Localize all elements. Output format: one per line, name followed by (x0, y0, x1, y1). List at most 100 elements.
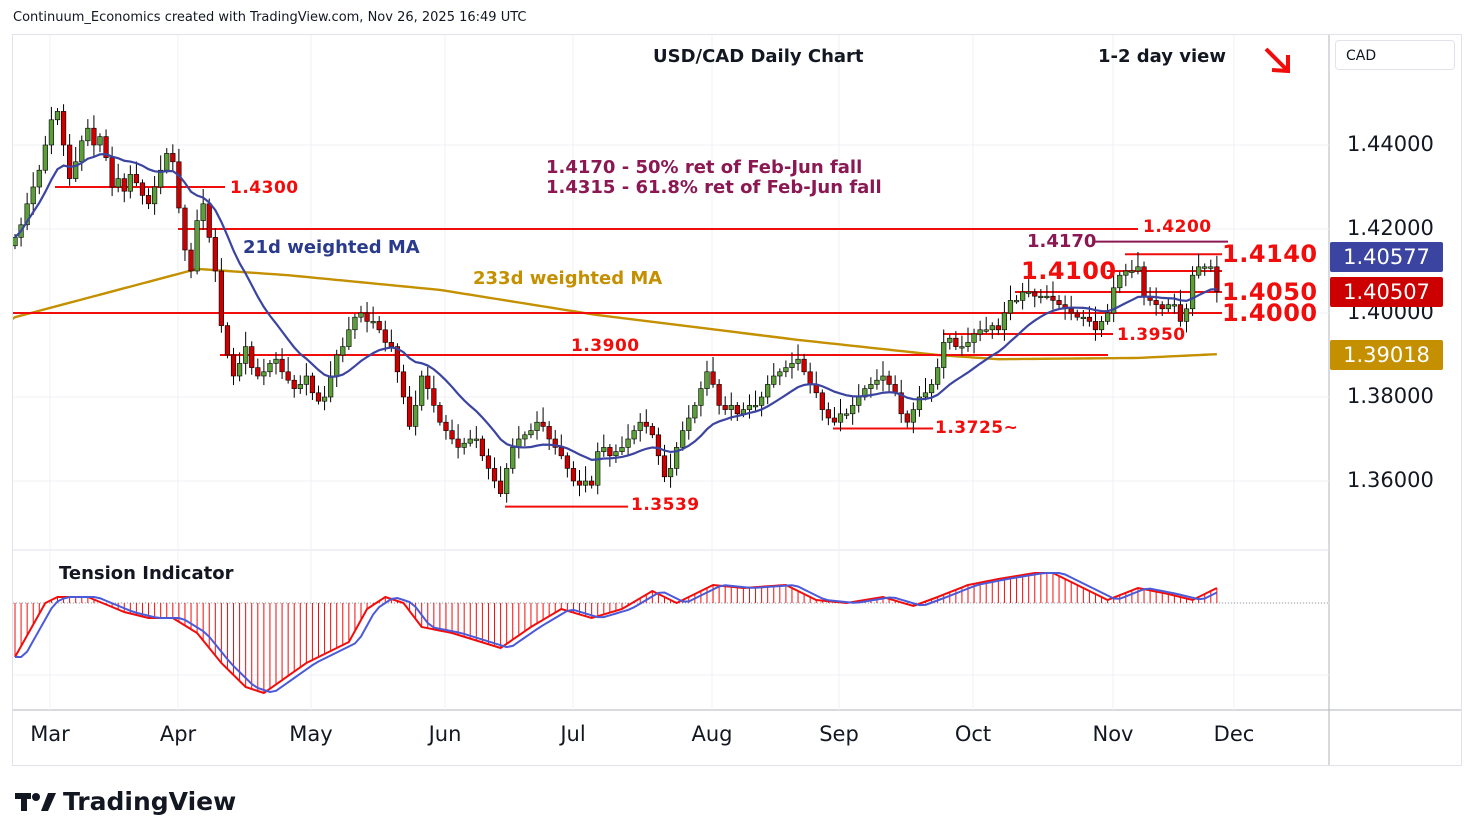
level-label-1-4050: 1.4050 (1222, 278, 1318, 306)
candle-up (1007, 300, 1014, 314)
indicator-title: Tension Indicator (59, 563, 234, 584)
candle-up (1038, 295, 1044, 299)
candle-down (449, 430, 455, 440)
candle-up (48, 119, 55, 146)
candle-up (200, 203, 206, 221)
candle-up (698, 388, 704, 406)
candle-up (1105, 312, 1111, 322)
ma21-price-tag: 1.40577 (1330, 242, 1443, 272)
candle-up (752, 405, 759, 408)
currency-button[interactable]: CAD (1335, 40, 1455, 70)
candle-down (388, 342, 394, 347)
x-tick-label: Oct (954, 722, 992, 746)
candle-up (1080, 316, 1086, 320)
candle-up (959, 346, 965, 349)
level-label-1-4200: 1.4200 (1143, 217, 1212, 237)
level-lines (13, 186, 1228, 508)
y-tick-label: 1.44000 (1347, 132, 1434, 156)
candle-up (1001, 312, 1008, 331)
candle-up (850, 405, 856, 415)
candle-up (528, 430, 534, 436)
candle-up (667, 468, 674, 478)
candle-up (24, 203, 30, 226)
candle-down (649, 426, 655, 436)
candle-up (1111, 287, 1117, 314)
candle-up (340, 346, 346, 356)
candle-down (643, 421, 649, 427)
candle-up (164, 153, 170, 171)
candle-down (540, 421, 546, 427)
candle-up (965, 342, 971, 347)
candle-down (479, 438, 485, 457)
candle-down (1050, 295, 1056, 301)
candle-up (97, 136, 103, 146)
candle-down (91, 127, 97, 146)
candle-up (504, 468, 510, 494)
candle-down (607, 447, 613, 457)
candle-up (467, 438, 473, 444)
candle-up (692, 405, 698, 419)
candle-down (497, 480, 504, 494)
candle-down (1074, 312, 1080, 318)
candle-down (315, 392, 322, 402)
candle-up (461, 442, 467, 448)
candle-down (170, 153, 176, 163)
candle-down (1141, 266, 1147, 297)
level-label-1-4140: 1.4140 (1222, 240, 1318, 268)
candle-up (674, 447, 680, 469)
candle-up (910, 409, 916, 423)
candle-down (406, 396, 413, 427)
tradingview-logo[interactable]: TradingView (15, 787, 236, 816)
candle-down (188, 249, 194, 272)
level-label-1-3539: 1.3539 (631, 495, 700, 515)
candle-down (60, 111, 67, 146)
candle-down (121, 178, 127, 192)
candle-down (558, 447, 564, 457)
x-tick-label: Jul (560, 722, 586, 746)
candle-up (1208, 266, 1214, 269)
candle-up (1044, 295, 1050, 299)
candle-up (473, 438, 479, 441)
ma21-layer (14, 153, 1217, 461)
candle-up (916, 396, 923, 410)
candle-up (637, 421, 643, 431)
candle-down (995, 325, 1001, 331)
candle-up (127, 174, 133, 192)
x-tick-label: Aug (691, 722, 733, 746)
level-label-1-4000: 1.4000 (1222, 299, 1318, 327)
candle-down (1086, 316, 1092, 322)
candle-down (1032, 291, 1038, 297)
x-tick-label: May (289, 722, 333, 746)
candle-down (655, 434, 662, 457)
candle-up (1013, 300, 1020, 303)
candle-up (1135, 266, 1141, 272)
candle-up (680, 430, 686, 448)
candle-up (971, 333, 977, 343)
chart-subtitle: 1-2 day view (1098, 46, 1227, 67)
level-label-1-3725: 1.3725~ (935, 418, 1019, 438)
tension-signal-line (15, 572, 1218, 694)
candle-up (868, 384, 874, 389)
candles-layer (13, 104, 1220, 503)
candle-down (139, 182, 146, 196)
candle-up (267, 363, 273, 373)
candle-down (394, 346, 401, 373)
candle-up (85, 127, 91, 142)
candle-up (989, 325, 995, 331)
candle-down (1214, 266, 1220, 292)
candle-up (947, 337, 953, 343)
candle-up (619, 447, 625, 452)
candle-up (1196, 266, 1202, 276)
candle-down (285, 371, 291, 381)
candle-up (1026, 291, 1032, 294)
candle-down (230, 354, 237, 377)
ma233-label: 233d weighted MA (473, 268, 663, 289)
candle-up (158, 169, 164, 188)
candle-down (1153, 300, 1159, 305)
level-label-1-4300: 1.4300 (230, 178, 299, 198)
ma233-line (13, 267, 1217, 361)
candle-down (710, 371, 716, 385)
candle-up (601, 447, 607, 452)
candle-up (54, 111, 61, 121)
